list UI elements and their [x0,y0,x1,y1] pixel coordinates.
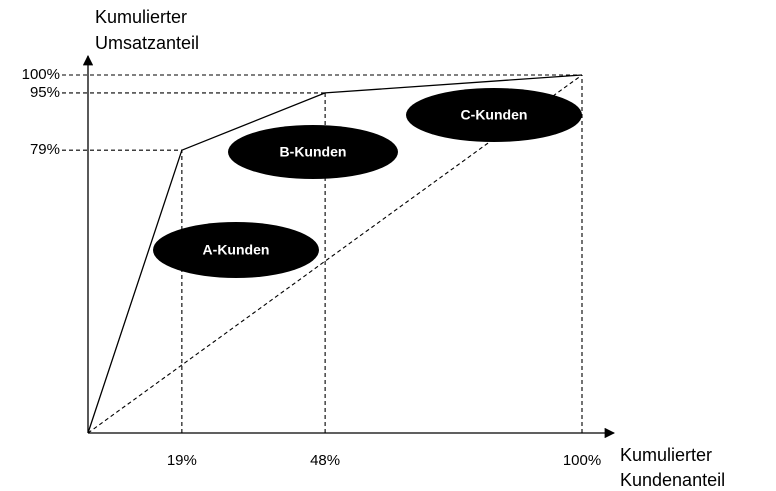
y-tick-label: 100% [22,66,60,83]
segment-label: B-Kunden [280,144,347,160]
segment-ellipse [153,222,319,278]
reference-line [87,74,583,434]
x-axis-title: Kundenanteil [620,470,725,490]
y-axis-title: Kumulierter [95,7,187,27]
y-axis-title: Umsatzanteil [95,33,199,53]
x-tick-label: 19% [167,452,197,469]
y-tick-label: 95% [30,84,60,101]
x-tick-label: 100% [563,452,601,469]
segment-ellipse [228,125,398,179]
x-axis-title: Kumulierter [620,445,712,465]
curve [87,74,583,434]
segment-label: C-Kunden [461,107,528,123]
segment-label: A-Kunden [203,242,270,258]
x-tick-label: 48% [310,452,340,469]
segment-ellipse [406,88,582,142]
y-tick-label: 79% [30,141,60,158]
